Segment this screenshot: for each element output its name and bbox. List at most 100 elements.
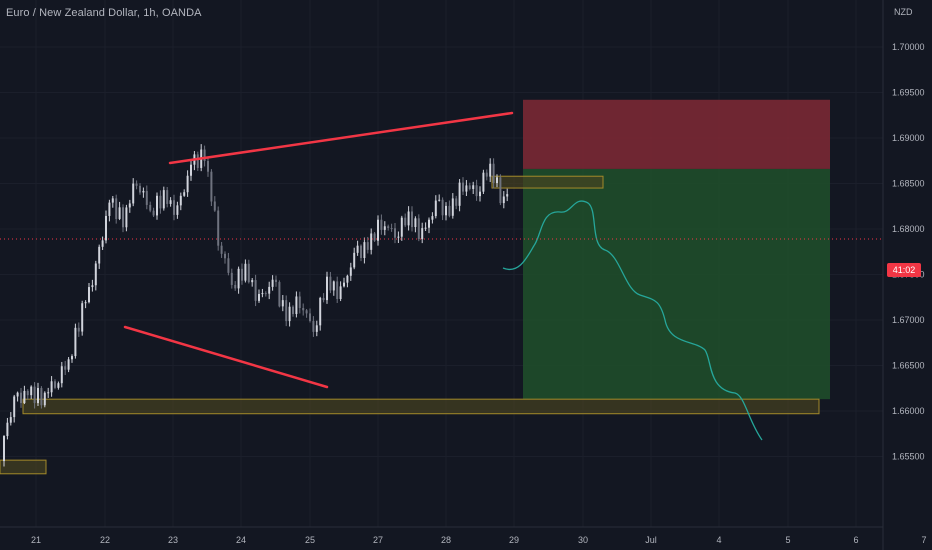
candle-body [298, 296, 301, 308]
candle-body [30, 386, 33, 396]
candle-body [377, 219, 379, 241]
candle-body [234, 284, 237, 289]
take-profit-zone[interactable] [523, 168, 830, 400]
candle-body [465, 185, 468, 192]
candle-body [166, 190, 169, 204]
candle-body [288, 306, 291, 322]
candle-body [404, 217, 407, 226]
candle-body [213, 201, 216, 211]
price-label: 1.70000 [892, 42, 925, 52]
candle-body [26, 390, 29, 396]
candle-body [173, 200, 175, 215]
candle-body [441, 199, 444, 216]
candle-body [472, 185, 475, 189]
candle-body [492, 163, 495, 184]
candle-body [220, 245, 223, 254]
candle-body [142, 190, 145, 193]
candle-body [224, 253, 226, 259]
chart-title: Euro / New Zealand Dollar, 1h, OANDA [6, 7, 202, 19]
upper-trendline[interactable] [168, 111, 514, 165]
candle-body [370, 233, 373, 250]
candle-body [125, 207, 128, 228]
stop-loss-zone[interactable] [523, 99, 830, 169]
candle-body [179, 195, 182, 206]
candle-body [292, 306, 294, 315]
time-label: 29 [509, 535, 519, 545]
candle-body [281, 300, 284, 307]
candle-body [227, 258, 230, 273]
candle-body [9, 417, 12, 423]
candle-body [339, 286, 342, 300]
supply-demand-zone[interactable] [491, 175, 604, 189]
candle-body [196, 154, 199, 168]
candle-body [16, 392, 19, 397]
candle-body [230, 272, 233, 285]
candle-body [149, 204, 152, 211]
candle-body [397, 236, 400, 238]
price-label: 1.66000 [892, 406, 925, 416]
price-label: 1.68500 [892, 179, 925, 189]
candle-body [302, 307, 305, 311]
candle-body [438, 199, 441, 201]
candle-body [43, 392, 46, 406]
candle-body [81, 303, 84, 332]
candle-body [128, 203, 131, 208]
candle-body [383, 226, 386, 230]
candle-body [23, 390, 26, 404]
candle-body [496, 177, 498, 184]
price-label: 1.67000 [892, 315, 925, 325]
price-label: 1.69000 [892, 133, 925, 143]
candle-body [295, 296, 298, 315]
candle-body [111, 198, 114, 203]
candle-body [115, 198, 118, 219]
time-label: 27 [373, 535, 383, 545]
supply-demand-zone[interactable] [22, 398, 820, 415]
candle-body [6, 422, 9, 437]
candle-body [145, 190, 148, 205]
candle-body [88, 287, 90, 303]
supply-demand-zone[interactable] [0, 459, 47, 475]
candle-body [482, 172, 485, 192]
candle-body [322, 297, 325, 301]
time-label: 4 [716, 535, 721, 545]
candle-body [349, 267, 352, 276]
candle-body [332, 281, 335, 291]
zones-layer [0, 99, 830, 475]
candle-body [254, 280, 257, 301]
grid [0, 0, 883, 527]
candle-body [309, 313, 311, 321]
projected-price-path[interactable] [502, 200, 763, 441]
lower-trendline[interactable] [123, 325, 329, 389]
time-label: 23 [168, 535, 178, 545]
candle-body [434, 200, 437, 217]
candle-body [77, 327, 80, 332]
time-axis[interactable]: 21 22 23 24 25 27 28 29 30 Jul 4 5 6 7 [31, 535, 927, 545]
candle-body [139, 185, 141, 193]
candle-body [479, 191, 481, 197]
candle-body [186, 175, 189, 193]
candle-body [13, 396, 16, 418]
candle-body [421, 228, 424, 240]
time-label: 30 [578, 535, 588, 545]
candle-body [502, 196, 505, 204]
candle-body [122, 207, 124, 228]
candle-body [71, 356, 73, 360]
candle-body [50, 381, 53, 393]
candle-body [489, 163, 492, 177]
time-label: 6 [853, 535, 858, 545]
candle-body [363, 242, 366, 258]
price-label: 1.69500 [892, 88, 925, 98]
price-label: 1.68000 [892, 224, 925, 234]
candles-layer [3, 144, 509, 467]
candle-body [237, 268, 240, 289]
candle-body [261, 293, 264, 295]
price-axis[interactable]: 1.700001.695001.690001.685001.680001.675… [892, 42, 925, 462]
candle-body [414, 218, 417, 228]
candle-body [506, 194, 509, 197]
candle-body [411, 211, 413, 228]
candle-body [373, 233, 376, 241]
price-label: 1.66500 [892, 361, 925, 371]
time-label: 5 [785, 535, 790, 545]
